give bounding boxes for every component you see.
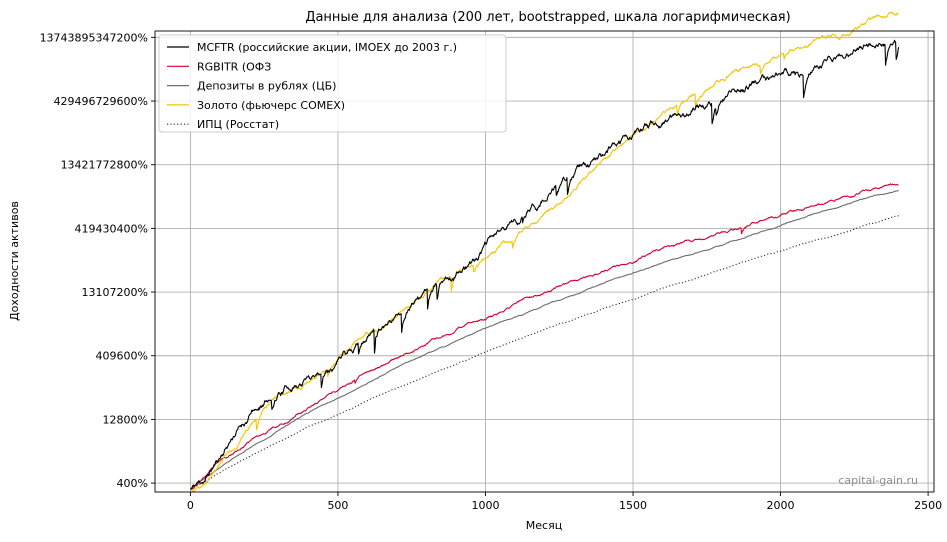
chart-title: Данные для анализа (200 лет, bootstrappe… (305, 10, 790, 25)
y-tick-label: 13107200% (82, 286, 148, 299)
y-tick-label: 13743895347200% (40, 31, 148, 44)
x-tick-label: 0 (187, 499, 194, 512)
x-tick-label: 1000 (471, 499, 499, 512)
series-line (189, 190, 899, 490)
y-tick-label: 409600% (96, 350, 148, 363)
y-tick-label: 12800% (103, 413, 148, 426)
x-tick-label: 500 (327, 499, 348, 512)
x-tick-label: 2000 (767, 499, 795, 512)
y-tick-label: 419430400% (75, 222, 148, 235)
y-tick-label: 400% (117, 477, 148, 490)
series-line (190, 215, 899, 490)
series-line (190, 183, 899, 491)
x-tick-label: 1500 (619, 499, 647, 512)
series-line (189, 11, 899, 492)
y-axis: 400% 12800% 409600% 13107200% 419430400% 1342… (40, 31, 155, 490)
plot-frame (154, 30, 935, 493)
legend-label: ИПЦ (Росстат) (197, 118, 279, 131)
series-layer (189, 11, 900, 492)
legend: MCFTR (российские акции, IMOEX до 2003 г… (158, 34, 507, 133)
legend-label: Золото (фьючерс COMEX) (197, 99, 345, 112)
watermark: capital-gain.ru (838, 474, 918, 487)
y-tick-label: 429496729600% (54, 95, 148, 108)
x-axis-title: Месяц (526, 519, 562, 532)
series-line (190, 39, 900, 490)
legend-label: Депозиты в рублях (ЦБ) (197, 80, 336, 93)
y-axis-title: Доходности активов (8, 201, 21, 321)
x-axis: 0 500 1000 1500 2000 2500 (187, 492, 942, 512)
legend-label: MCFTR (российские акции, IMOEX до 2003 г… (197, 41, 457, 54)
x-tick-label: 2500 (914, 499, 942, 512)
legend-frame (158, 34, 507, 133)
y-tick-label: 13421772800% (61, 159, 148, 172)
legend-label: RGBITR (ОФЗ (197, 60, 271, 73)
